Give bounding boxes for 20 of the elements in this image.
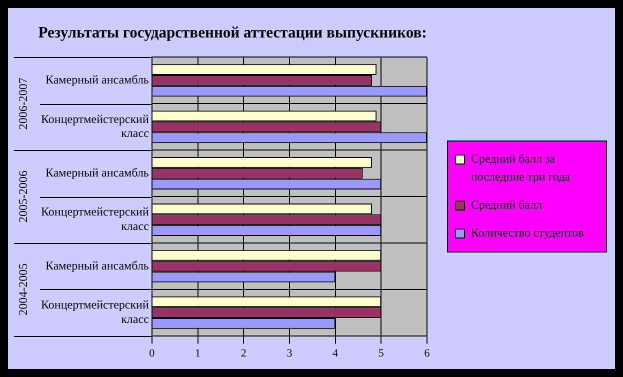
legend-label: Средний балл за последние три года [471, 152, 571, 184]
x-tick-label: 3 [286, 347, 293, 360]
x-tick-label: 6 [424, 347, 430, 360]
y-tick-label: Концертмейстерский класс [40, 112, 150, 140]
x-tick-label: 0 [149, 347, 156, 360]
x-tick-label: 2 [240, 347, 246, 360]
y-tick-label: Концертмейстерский класс [40, 298, 150, 326]
x-tick-label: 5 [378, 347, 384, 360]
text: 2004-2005 [16, 263, 30, 316]
y-tick-label: Камерный ансамбль [45, 165, 150, 180]
y-tick-label: Камерный ансамбль [45, 258, 150, 272]
text: 2005-2006 [16, 170, 30, 222]
legend-label: Количество студентов [471, 226, 584, 240]
x-tick-label: 1 [195, 347, 200, 360]
y-tick-label: Концертмейстерский класс [40, 204, 150, 234]
text: 2006-2007 [16, 78, 30, 130]
x-tick-label: 4 [332, 347, 339, 360]
y-tick-label: Камерный ансамбль [45, 72, 150, 87]
chart-title: Результаты государственной аттестации выпускников: [38, 24, 427, 42]
legend-label: Средний балл [471, 198, 542, 212]
